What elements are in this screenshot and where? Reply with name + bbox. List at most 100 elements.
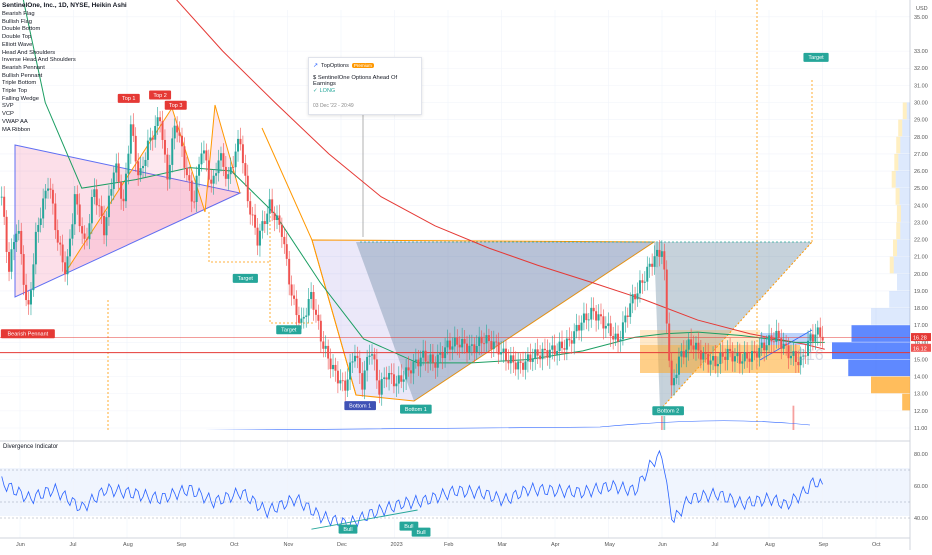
candle-body[interactable]	[124, 173, 127, 202]
annotation-box[interactable]	[652, 406, 684, 416]
candle-body[interactable]	[293, 295, 296, 299]
candle-body[interactable]	[358, 358, 361, 374]
oscillator-title[interactable]: Divergence Indicator	[3, 444, 59, 450]
candle-body[interactable]	[690, 339, 693, 346]
candle-body[interactable]	[15, 233, 18, 243]
candle-body[interactable]	[789, 355, 792, 359]
candle-body[interactable]	[219, 153, 222, 161]
candle-body[interactable]	[539, 355, 542, 360]
candle-body[interactable]	[512, 355, 515, 363]
candle-body[interactable]	[694, 342, 697, 350]
candle-body[interactable]	[280, 224, 283, 237]
candle-body[interactable]	[395, 383, 398, 387]
candle-body[interactable]	[83, 233, 86, 239]
news-card[interactable]: ↗ TopOptions Premium $ SentinelOne Optio…	[308, 57, 422, 115]
candle-body[interactable]	[42, 198, 45, 219]
candle-body[interactable]	[300, 318, 303, 323]
candle-body[interactable]	[144, 159, 147, 166]
candle-body[interactable]	[721, 352, 724, 357]
candle-body[interactable]	[271, 199, 274, 213]
indicator-list-item[interactable]: Bullish Pennant	[2, 72, 43, 79]
candle-body[interactable]	[32, 264, 35, 291]
candle-body[interactable]	[716, 363, 719, 367]
candle-body[interactable]	[685, 349, 688, 358]
candle-body[interactable]	[634, 294, 637, 300]
candle-body[interactable]	[212, 175, 215, 184]
candle-body[interactable]	[787, 345, 790, 359]
candle-body[interactable]	[651, 263, 654, 267]
candle-body[interactable]	[107, 195, 110, 218]
candle-body[interactable]	[456, 337, 459, 345]
candle-body[interactable]	[724, 356, 727, 360]
candle-body[interactable]	[317, 314, 320, 321]
candle-body[interactable]	[261, 221, 264, 231]
candle-body[interactable]	[524, 361, 527, 370]
candle-body[interactable]	[183, 146, 186, 168]
candle-body[interactable]	[98, 205, 101, 207]
candle-body[interactable]	[419, 357, 422, 367]
candle-body[interactable]	[478, 336, 481, 347]
candle-body[interactable]	[134, 135, 137, 162]
candle-body[interactable]	[526, 354, 529, 362]
candle-body[interactable]	[731, 351, 734, 362]
candle-body[interactable]	[682, 351, 685, 358]
annotation-box[interactable]	[344, 401, 376, 411]
candle-body[interactable]	[334, 364, 337, 371]
candle-body[interactable]	[90, 197, 93, 224]
candle-body[interactable]	[229, 167, 232, 175]
candle-body[interactable]	[151, 137, 154, 140]
candle-body[interactable]	[195, 175, 198, 202]
candle-body[interactable]	[492, 341, 495, 350]
candle-body[interactable]	[241, 144, 244, 164]
candle-body[interactable]	[565, 338, 568, 350]
candle-body[interactable]	[263, 221, 266, 225]
candle-body[interactable]	[59, 242, 62, 245]
candle-body[interactable]	[290, 284, 293, 296]
candle-body[interactable]	[27, 300, 30, 305]
candle-body[interactable]	[163, 139, 166, 155]
candle-body[interactable]	[137, 161, 140, 176]
candle-body[interactable]	[5, 216, 8, 252]
candle-body[interactable]	[451, 346, 454, 350]
candle-body[interactable]	[142, 165, 145, 169]
annotation-b1[interactable]: Bull	[338, 524, 358, 534]
candle-body[interactable]	[251, 214, 254, 216]
candle-body[interactable]	[127, 153, 130, 174]
candle-body[interactable]	[522, 362, 525, 370]
indicator-list-item[interactable]: SVP	[2, 103, 14, 110]
candle-body[interactable]	[385, 377, 388, 380]
candle-body[interactable]	[741, 361, 744, 364]
candle-body[interactable]	[573, 331, 576, 344]
candle-body[interactable]	[344, 380, 347, 391]
candle-body[interactable]	[295, 298, 298, 316]
candle-body[interactable]	[548, 349, 551, 358]
candle-body[interactable]	[436, 354, 439, 368]
candle-body[interactable]	[485, 335, 488, 344]
candle-body[interactable]	[424, 350, 427, 362]
candle-body[interactable]	[166, 154, 169, 180]
annotation-target3[interactable]: Target	[803, 52, 829, 62]
candle-body[interactable]	[122, 198, 125, 202]
candle-body[interactable]	[297, 315, 300, 323]
candle-body[interactable]	[239, 138, 242, 145]
candle-body[interactable]	[268, 199, 271, 214]
divergence-pane[interactable]	[0, 449, 910, 532]
indicator-list-item[interactable]: MA Ribbon	[2, 126, 31, 133]
candle-body[interactable]	[792, 351, 795, 356]
candle-body[interactable]	[509, 355, 512, 364]
candle-body[interactable]	[531, 358, 534, 362]
candle-body[interactable]	[56, 230, 59, 243]
candle-body[interactable]	[434, 362, 437, 368]
candle-body[interactable]	[648, 263, 651, 267]
candle-body[interactable]	[775, 330, 778, 342]
candle-body[interactable]	[590, 307, 593, 320]
candle-body[interactable]	[176, 125, 179, 133]
candle-body[interactable]	[417, 359, 420, 367]
symbol-title[interactable]: SentinelOne, Inc., 1D, NYSE, Heikin Ashi	[2, 2, 127, 9]
candle-body[interactable]	[580, 322, 583, 331]
candle-body[interactable]	[215, 173, 218, 176]
candle-body[interactable]	[139, 168, 142, 176]
candle-body[interactable]	[519, 361, 522, 363]
indicator-list-item[interactable]: VWAP AA	[2, 118, 28, 125]
